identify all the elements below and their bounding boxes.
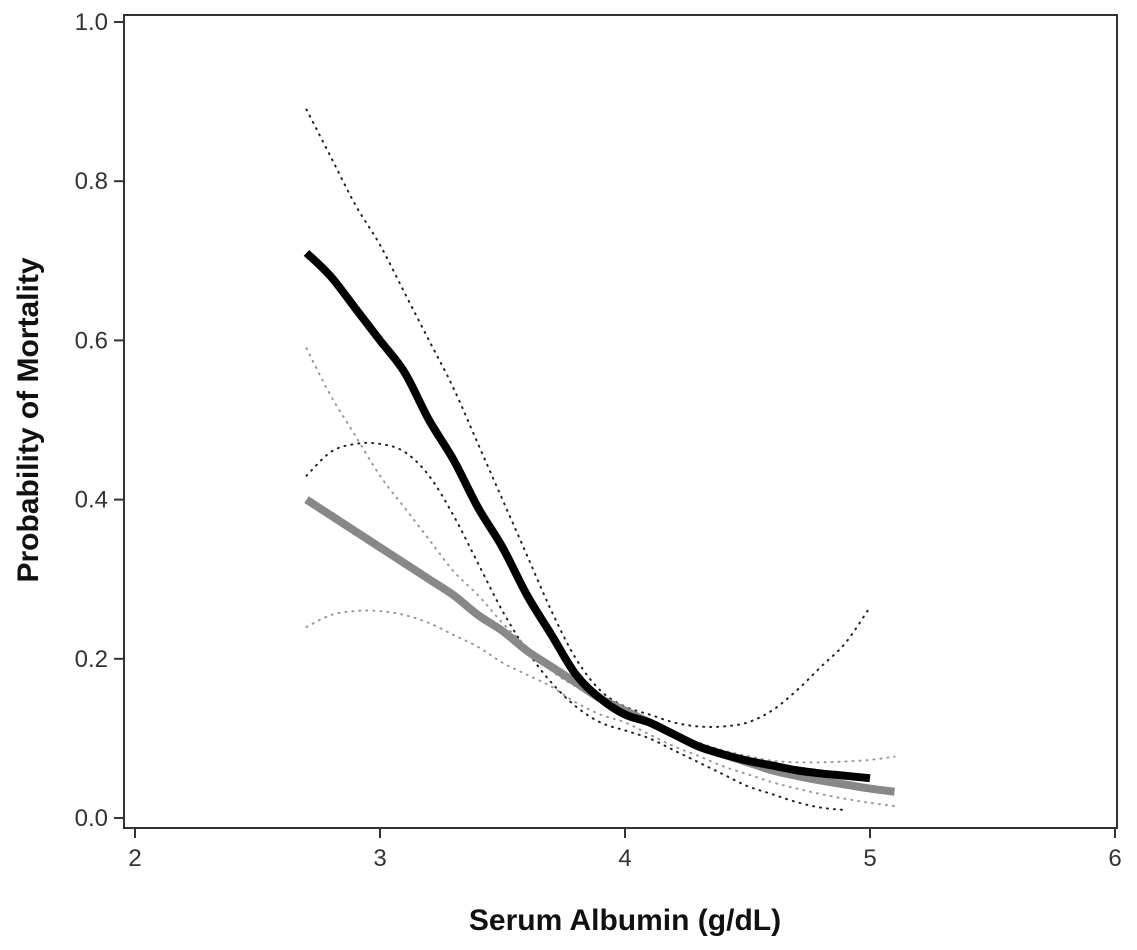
y-tick-label: 0.0 xyxy=(75,805,108,832)
x-tick-label: 5 xyxy=(863,845,876,872)
x-tick-label: 2 xyxy=(128,845,141,872)
x-tick-label: 4 xyxy=(618,845,631,872)
confidence-band-line xyxy=(305,609,896,808)
x-axis-title: Serum Albumin (g/dL) xyxy=(469,904,781,937)
y-tick-label: 1.0 xyxy=(75,9,108,36)
x-tick-label: 6 xyxy=(1108,845,1121,872)
y-tick-label: 0.6 xyxy=(75,327,108,354)
y-tick-label: 0.2 xyxy=(75,646,108,673)
confidence-band-line xyxy=(305,108,871,728)
series-layer xyxy=(303,108,896,812)
y-axis-title: Probability of Mortality xyxy=(12,257,45,582)
series-line xyxy=(303,249,871,783)
y-axis-ticks: 0.0 0.2 0.4 0.6 0.8 1.0 xyxy=(75,9,124,832)
plot-frame xyxy=(123,14,1118,829)
x-axis-ticks: 2 3 4 5 6 xyxy=(128,828,1122,872)
y-tick-label: 0.8 xyxy=(75,168,108,195)
x-tick-label: 3 xyxy=(373,845,386,872)
confidence-band-line xyxy=(305,441,847,812)
series-line xyxy=(304,496,896,796)
y-tick-label: 0.4 xyxy=(75,487,108,514)
